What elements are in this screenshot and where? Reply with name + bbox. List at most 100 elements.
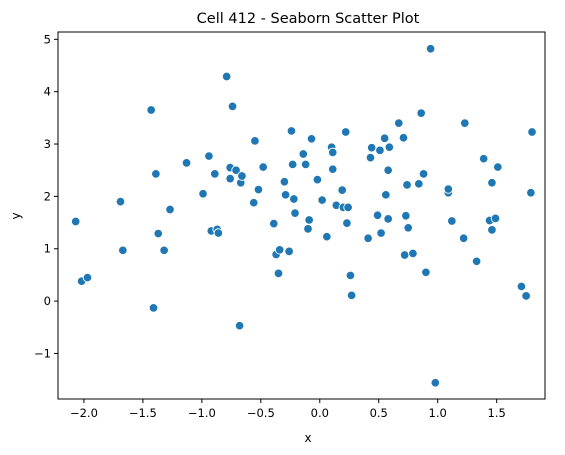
data-point — [280, 190, 291, 200]
x-tick-label: −1.5 — [129, 406, 157, 420]
data-point — [447, 216, 457, 226]
data-point — [234, 320, 245, 331]
data-point — [363, 233, 373, 244]
y-axis-label: y — [9, 212, 23, 219]
x-tick-label: 0.5 — [370, 406, 388, 420]
data-point — [273, 268, 284, 279]
data-point — [375, 145, 385, 156]
data-point — [284, 246, 294, 257]
data-point — [478, 153, 489, 164]
data-point — [425, 44, 436, 54]
data-point — [398, 133, 409, 143]
x-tick-label: 1.5 — [488, 406, 506, 420]
y-tick-label: −1 — [34, 346, 51, 360]
chart-title: Cell 412 - Seaborn Scatter Plot — [197, 11, 420, 27]
y-tick-label: 3 — [44, 137, 51, 151]
data-point — [421, 267, 431, 278]
data-point — [414, 179, 424, 189]
data-point — [248, 197, 259, 208]
data-point — [372, 210, 383, 220]
data-point — [384, 142, 395, 152]
data-point — [250, 136, 260, 146]
data-point — [487, 178, 497, 188]
data-point — [403, 223, 413, 233]
data-point — [269, 218, 279, 229]
data-point — [82, 272, 93, 283]
data-point — [115, 196, 126, 207]
data-point — [487, 225, 497, 235]
data-point — [298, 149, 309, 159]
data-point — [210, 169, 220, 179]
data-point — [521, 291, 531, 301]
data-point — [151, 169, 161, 179]
data-point — [383, 165, 393, 175]
data-point — [213, 228, 224, 238]
data-point — [146, 105, 156, 115]
data-point — [490, 213, 501, 224]
data-point — [258, 162, 268, 172]
data-point — [460, 118, 470, 128]
data-point — [181, 158, 192, 168]
data-point — [493, 162, 503, 172]
y-axis-ticks: −1 0 1 2 3 4 5 — [34, 32, 58, 360]
data-point — [300, 159, 311, 170]
data-point — [322, 231, 332, 242]
data-point — [304, 215, 314, 225]
data-point — [381, 190, 391, 200]
data-point — [148, 303, 159, 313]
data-point — [312, 174, 323, 185]
data-point — [286, 126, 297, 136]
data-point — [399, 250, 410, 260]
data-point — [221, 71, 232, 82]
data-point — [342, 218, 352, 228]
x-tick-label: 0.0 — [311, 406, 329, 420]
data-point — [279, 176, 290, 187]
data-point — [416, 108, 426, 118]
y-tick-label: 4 — [44, 85, 51, 99]
data-point — [165, 204, 175, 215]
data-point — [118, 245, 128, 256]
data-point — [225, 173, 235, 184]
data-point — [237, 171, 247, 181]
data-point — [290, 208, 300, 218]
data-point — [401, 211, 411, 221]
data-point — [418, 169, 429, 179]
x-tick-label: −1.0 — [188, 406, 216, 420]
data-point — [443, 184, 454, 194]
data-point — [346, 290, 357, 301]
data-point — [231, 165, 241, 175]
data-point — [516, 281, 527, 292]
data-point — [327, 164, 338, 174]
data-point — [365, 152, 376, 163]
data-point — [306, 134, 317, 144]
x-axis-ticks: −2.0 −1.5 −1.0 −0.5 0.0 0.5 1.0 1.5 — [70, 399, 506, 420]
x-tick-label: −2.0 — [70, 406, 98, 420]
data-point — [253, 184, 264, 195]
data-point — [345, 270, 356, 281]
data-point — [343, 202, 353, 213]
data-point — [337, 185, 347, 195]
x-axis-label: x — [304, 431, 311, 445]
data-point — [327, 147, 338, 158]
data-point — [526, 187, 536, 198]
data-point — [376, 228, 386, 238]
data-point — [430, 378, 441, 388]
data-point — [408, 248, 418, 259]
data-point — [317, 195, 327, 205]
data-point — [274, 245, 285, 255]
data-point — [383, 214, 393, 224]
data-point — [70, 216, 81, 227]
data-point — [394, 118, 404, 128]
data-point — [340, 127, 351, 137]
data-point — [153, 228, 163, 239]
y-tick-label: 5 — [44, 32, 51, 46]
data-point — [159, 245, 169, 256]
data-point — [204, 151, 214, 161]
data-point — [458, 233, 469, 244]
data-point — [289, 194, 299, 204]
y-tick-label: 0 — [44, 294, 51, 308]
data-point — [366, 142, 377, 153]
x-tick-label: 1.0 — [429, 406, 447, 420]
x-tick-label: −0.5 — [247, 406, 275, 420]
